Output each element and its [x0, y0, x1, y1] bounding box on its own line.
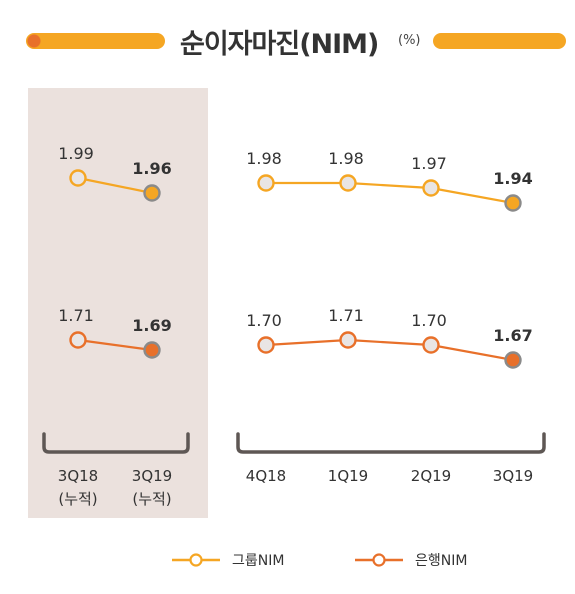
- legend-label-group: 그룹NIM: [232, 553, 284, 569]
- title-bar-left: [26, 33, 165, 49]
- data-point-group: [504, 194, 522, 212]
- x-tick-label: 3Q19: [132, 467, 172, 485]
- series-line-group: [77, 176, 153, 195]
- data-label-group: 1.97: [411, 154, 447, 173]
- legend-marker-bank: [372, 553, 386, 567]
- series-line-bank: [77, 338, 153, 352]
- data-point-bank: [339, 331, 357, 349]
- series-line-bank: [265, 338, 514, 362]
- x-tick-label: 3Q19: [493, 467, 533, 485]
- data-label-group: 1.98: [328, 149, 364, 168]
- highlight-panel-bg: [28, 88, 208, 518]
- legend-marker-group: [189, 553, 203, 567]
- x-tick-label: 3Q18: [58, 467, 98, 485]
- data-label-group: 1.94: [493, 169, 532, 188]
- x-tick-label: 1Q19: [328, 467, 368, 485]
- x-tick-label: (누적): [58, 490, 97, 508]
- data-label-bank: 1.70: [411, 311, 447, 330]
- x-tick-label: 2Q19: [411, 467, 451, 485]
- data-point-group: [143, 184, 161, 202]
- legend-label-bank: 은행NIM: [415, 553, 467, 569]
- series-line-group: [266, 181, 514, 205]
- data-point-bank: [69, 331, 87, 349]
- chart-title: 순이자마진(NIM): [180, 29, 379, 60]
- data-point-group: [257, 174, 275, 192]
- data-point-bank: [504, 351, 522, 369]
- chart-header: 순이자마진(NIM) (%): [0, 18, 575, 64]
- data-label-group: 1.99: [58, 144, 94, 163]
- panel-bracket: [42, 432, 190, 454]
- data-label-bank: 1.71: [58, 306, 94, 325]
- data-point-group: [422, 179, 440, 197]
- data-label-bank: 1.67: [493, 326, 532, 345]
- x-tick-label: (누적): [132, 490, 171, 508]
- data-point-bank: [422, 336, 440, 354]
- data-label-bank: 1.70: [246, 311, 282, 330]
- data-point-group: [339, 174, 357, 192]
- x-tick-label: 4Q18: [246, 467, 286, 485]
- data-label-group: 1.96: [132, 159, 171, 178]
- data-point-bank: [257, 336, 275, 354]
- chart-unit: (%): [398, 33, 421, 48]
- data-label-bank: 1.71: [328, 306, 364, 325]
- data-label-group: 1.98: [246, 149, 282, 168]
- panel-bracket: [236, 432, 546, 454]
- data-label-bank: 1.69: [132, 316, 171, 335]
- data-point-bank: [143, 341, 161, 359]
- title-bar-right: [433, 33, 566, 49]
- data-point-group: [69, 169, 87, 187]
